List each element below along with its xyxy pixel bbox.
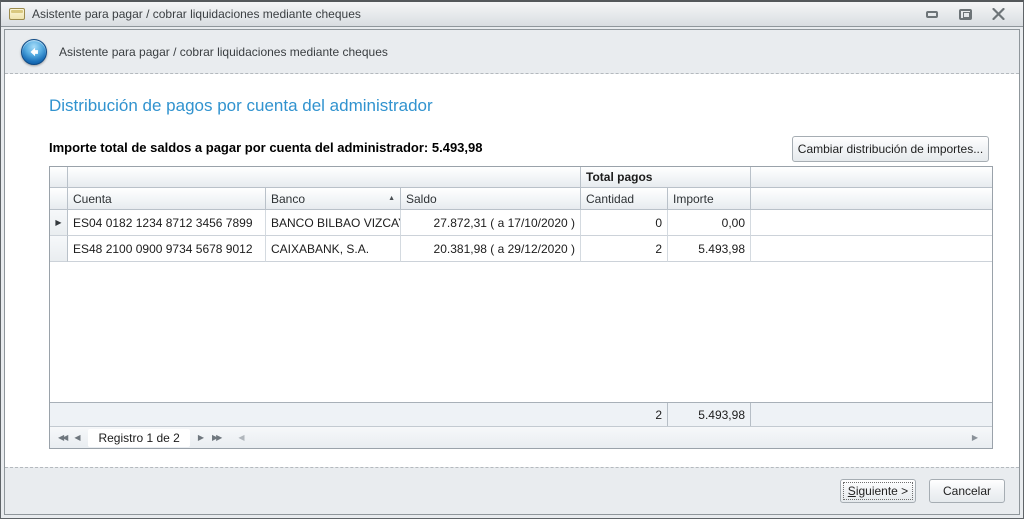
record-position-label: Registro 1 de 2 [88, 428, 190, 447]
next-button[interactable]: Siguiente > [840, 479, 916, 503]
band-total-pagos: Total pagos [581, 167, 751, 188]
previous-record-button[interactable]: ◀ [74, 433, 81, 442]
cell-filler [751, 236, 992, 262]
close-icon [991, 8, 1005, 20]
cell-cantidad[interactable]: 0 [581, 210, 668, 236]
cell-importe[interactable]: 0,00 [668, 210, 751, 236]
window-controls [925, 8, 1015, 20]
close-button[interactable] [991, 8, 1005, 20]
titlebar: Asistente para pagar / cobrar liquidacio… [1, 2, 1023, 27]
total-amount-value: 5.493,98 [431, 140, 483, 155]
hscroll-right-arrow[interactable]: ▶ [971, 433, 978, 442]
page-content: Distribución de pagos por cuenta del adm… [5, 74, 1019, 467]
column-header-cuenta[interactable]: Cuenta [68, 188, 266, 210]
dialog-footer: Siguiente > Cancelar [5, 467, 1019, 514]
column-header-importe[interactable]: Importe [668, 188, 751, 210]
dialog-client-area: Asistente para pagar / cobrar liquidacio… [4, 29, 1020, 515]
wizard-header: Asistente para pagar / cobrar liquidacio… [5, 30, 1019, 74]
header-corner-cell [50, 188, 68, 210]
band-filler-cell [751, 167, 992, 188]
next-button-label: Siguiente > [847, 484, 909, 498]
grid-empty-area [50, 262, 992, 402]
band-corner-cell [50, 167, 68, 188]
cell-saldo[interactable]: 20.381,98 ( a 29/12/2020 ) [401, 236, 581, 262]
grid-row-1[interactable]: ▶ ES04 0182 1234 8712 3456 7899 BANCO BI… [50, 210, 992, 236]
totals-importe: 5.493,98 [668, 403, 751, 426]
minimize-button[interactable] [925, 8, 939, 20]
column-header-filler [751, 188, 992, 210]
totals-filler [751, 403, 992, 426]
next-record-button[interactable]: ▶ [197, 433, 205, 442]
cell-cantidad[interactable]: 2 [581, 236, 668, 262]
cell-banco[interactable]: BANCO BILBAO VIZCAYA... [266, 210, 401, 236]
page-title: Distribución de pagos por cuenta del adm… [49, 96, 433, 115]
cell-filler [751, 210, 992, 236]
totals-spacer [50, 403, 581, 426]
payments-grid: Total pagos Cuenta Banco ▲ Saldo Cantida… [49, 166, 993, 449]
grid-totals-row: 2 5.493,98 [50, 402, 992, 426]
total-amount-label: Importe total de saldos a pagar por cuen… [49, 140, 429, 155]
total-amount-line: Importe total de saldos a pagar por cuen… [49, 140, 482, 155]
row-indicator-cell [50, 236, 68, 262]
grid-column-header-row: Cuenta Banco ▲ Saldo Cantidad Importe [50, 188, 992, 210]
totals-cantidad: 2 [581, 403, 668, 426]
sort-ascending-icon: ▲ [388, 195, 395, 202]
hscroll-left-arrow[interactable]: ◀ [238, 433, 245, 442]
first-record-button[interactable]: ◀◀ [58, 433, 68, 442]
window-title: Asistente para pagar / cobrar liquidacio… [32, 7, 361, 21]
grid-row-2[interactable]: ES48 2100 0900 9734 5678 9012 CAIXABANK,… [50, 236, 992, 262]
minimize-icon [926, 10, 938, 18]
cell-importe[interactable]: 5.493,98 [668, 236, 751, 262]
last-record-button[interactable]: ▶▶ [212, 433, 222, 442]
row-indicator-cell: ▶ [50, 210, 68, 236]
column-header-banco[interactable]: Banco ▲ [266, 188, 401, 210]
cell-cuenta[interactable]: ES04 0182 1234 8712 3456 7899 [68, 210, 266, 236]
column-header-saldo[interactable]: Saldo [401, 188, 581, 210]
band-empty-cell [68, 167, 581, 188]
back-button[interactable] [21, 38, 47, 65]
cancel-button[interactable]: Cancelar [929, 479, 1005, 503]
window-form-icon [9, 8, 25, 20]
maximize-button[interactable] [958, 8, 972, 20]
cell-saldo[interactable]: 27.872,31 ( a 17/10/2020 ) [401, 210, 581, 236]
column-header-cantidad[interactable]: Cantidad [581, 188, 668, 210]
cell-cuenta[interactable]: ES48 2100 0900 9734 5678 9012 [68, 236, 266, 262]
change-distribution-button[interactable]: Cambiar distribución de importes... [792, 136, 989, 162]
wizard-header-title: Asistente para pagar / cobrar liquidacio… [59, 44, 388, 59]
record-navigator: ◀◀ ◀ Registro 1 de 2 ▶ ▶▶ ◀ ▶ [50, 426, 992, 448]
arrow-left-icon [30, 47, 38, 56]
maximize-icon [958, 8, 972, 20]
current-row-icon: ▶ [55, 218, 62, 227]
grid-band-header-row: Total pagos [50, 167, 992, 188]
cell-banco[interactable]: CAIXABANK, S.A. [266, 236, 401, 262]
